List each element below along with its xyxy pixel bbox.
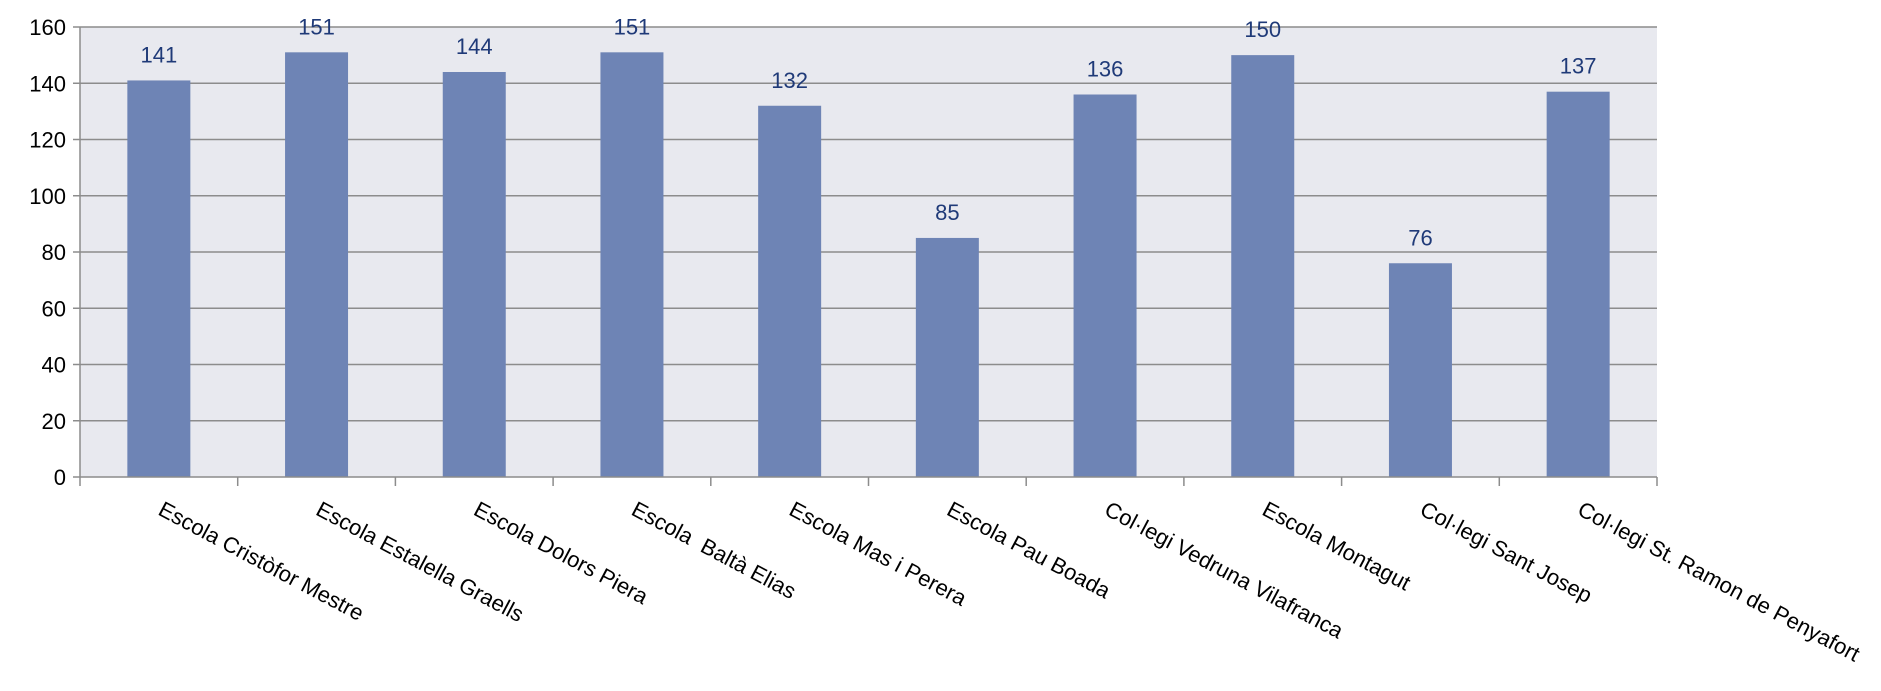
x-category-label: Col·legi Sant Josep [1416, 496, 1596, 608]
x-category-label: Col·legi St. Ramon de Penyafort [1574, 496, 1864, 666]
data-labels: 141 151 144 151 132 85 136 150 76 137 [140, 14, 1596, 250]
data-label: 150 [1244, 17, 1281, 42]
bar [1546, 91, 1610, 477]
bar [600, 52, 664, 477]
bar [758, 105, 822, 477]
data-label: 151 [298, 14, 335, 39]
data-label: 136 [1087, 57, 1124, 82]
bars [127, 52, 1610, 477]
y-axis-tick-labels: 0 20 40 60 80 100 120 140 160 [29, 15, 66, 490]
bar [915, 237, 979, 477]
data-label: 151 [614, 14, 651, 39]
data-label: 85 [935, 200, 959, 225]
y-tick-label: 0 [54, 465, 66, 490]
data-label: 132 [771, 68, 808, 93]
y-tick-label: 140 [29, 71, 66, 96]
data-label: 144 [456, 34, 493, 59]
bar [442, 72, 506, 477]
bar [1231, 55, 1295, 477]
bar [127, 80, 191, 477]
data-label: 141 [140, 42, 177, 67]
x-category-label: Escola Mas i Perera [785, 496, 971, 611]
y-tick-label: 120 [29, 128, 66, 153]
y-tick-label: 60 [42, 296, 66, 321]
axes [79, 27, 1658, 486]
y-tick-label: 20 [42, 409, 66, 434]
data-label: 76 [1408, 225, 1432, 250]
y-tick-label: 160 [29, 15, 66, 40]
x-category-label: Escola Baltà Elias [628, 496, 801, 604]
y-tick-label: 100 [29, 184, 66, 209]
data-label: 137 [1560, 54, 1597, 79]
bar [1073, 94, 1137, 477]
y-tick-label: 80 [42, 240, 66, 265]
y-tick-label: 40 [42, 353, 66, 378]
bar [1388, 263, 1452, 477]
x-category-label: Escola Montagut [1258, 496, 1414, 595]
bar [285, 52, 349, 477]
